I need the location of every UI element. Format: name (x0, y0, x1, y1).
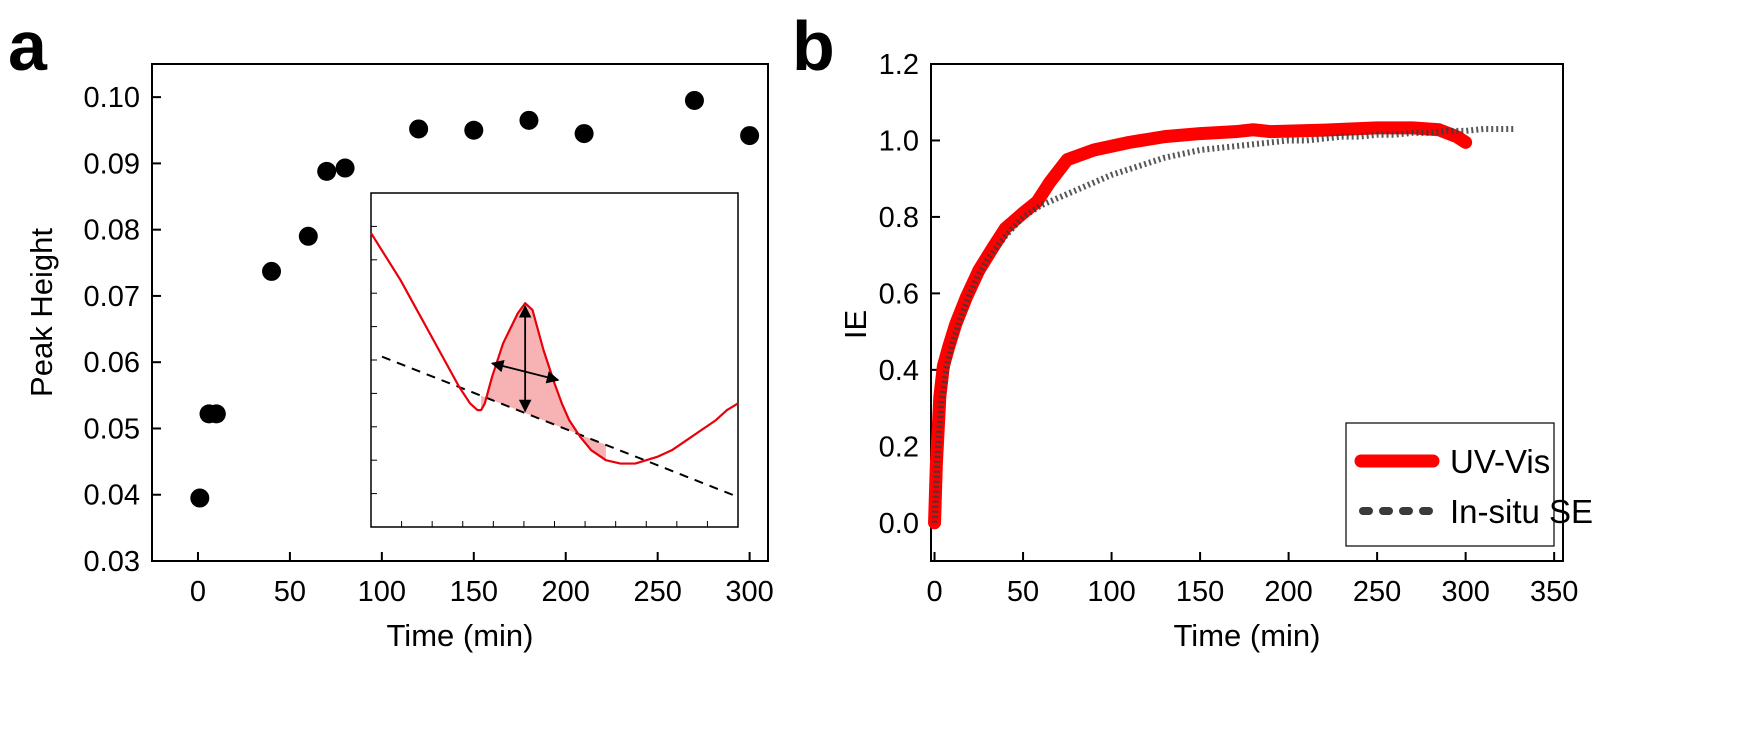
y-tick-label: 0.08 (84, 215, 140, 247)
panel-label-a: a (8, 7, 48, 85)
data-point (262, 261, 282, 281)
y-tick-label: 0.6 (879, 278, 919, 310)
series-uv-vis-line (928, 121, 1473, 530)
panel-label-b: b (792, 7, 835, 85)
data-point (317, 161, 337, 181)
plot-frame (151, 63, 769, 562)
y-tick-label: 0.0 (879, 508, 919, 540)
plot-frame (930, 63, 1564, 562)
x-tick-label: 150 (450, 576, 498, 608)
x-tick-label: 300 (1441, 576, 1489, 608)
inset (370, 192, 739, 528)
y-tick-label: 0.07 (84, 281, 140, 313)
inset-curve (370, 232, 739, 465)
y-tick-label: 0.03 (84, 546, 140, 578)
y-tick-label: 0.09 (84, 148, 140, 180)
y-tick-label: 0.10 (84, 82, 140, 114)
data-point (464, 120, 484, 140)
data-point (684, 90, 704, 110)
x-tick-label: 300 (725, 576, 773, 608)
data-point (190, 488, 210, 508)
legend-label-in-situ-se: In-situ SE (1450, 493, 1593, 530)
y-tick-label: 0.2 (879, 431, 919, 463)
x-axis-label: Time (min) (387, 618, 534, 653)
y-tick-label: 1.0 (879, 125, 919, 157)
data-point (519, 110, 539, 130)
x-tick-label: 100 (1087, 576, 1135, 608)
x-tick-label: 50 (274, 576, 306, 608)
x-tick-label: 200 (542, 576, 590, 608)
x-tick-label: 50 (1007, 576, 1039, 608)
x-tick-label: 250 (1353, 576, 1401, 608)
x-axis-label: Time (min) (1174, 618, 1321, 653)
x-tick-label: 200 (1264, 576, 1312, 608)
panel-b: b 0 50 100 150 200 250 300 350 0.0 0.2 0.4 0.6 0.8 1.0… (792, 7, 1593, 653)
panel-a: a 0 50 100 150 200 250 300 0.03 0.04 0.05 0.06 0.07 0… (8, 7, 774, 653)
x-tick-label: 150 (1176, 576, 1224, 608)
x-tick-label: 250 (633, 576, 681, 608)
data-point (206, 404, 226, 424)
y-axis-label: IE (838, 310, 873, 339)
legend: UV-Vis In-situ SE (1345, 422, 1593, 547)
legend-label-uv-vis: UV-Vis (1450, 443, 1550, 480)
data-point (298, 226, 318, 246)
y-axis-label: Peak Height (24, 228, 59, 397)
y-tick-label: 0.06 (84, 347, 140, 379)
data-point (409, 119, 429, 139)
data-point (574, 124, 594, 144)
data-point (335, 158, 355, 178)
y-tick-label: 0.4 (879, 355, 919, 387)
y-tick-label: 0.04 (84, 480, 140, 512)
peak-width-arrow (490, 360, 560, 384)
y-tick-label: 0.05 (84, 413, 140, 445)
y-tick-label: 0.8 (879, 202, 919, 234)
inset-frame (370, 192, 739, 528)
x-tick-label: 350 (1530, 576, 1578, 608)
legend-box (1345, 422, 1555, 547)
x-tick-label: 100 (358, 576, 406, 608)
x-tick-label: 0 (926, 576, 942, 608)
data-point (740, 126, 760, 146)
y-tick-label: 1.2 (879, 49, 919, 81)
x-tick-label: 0 (190, 576, 206, 608)
